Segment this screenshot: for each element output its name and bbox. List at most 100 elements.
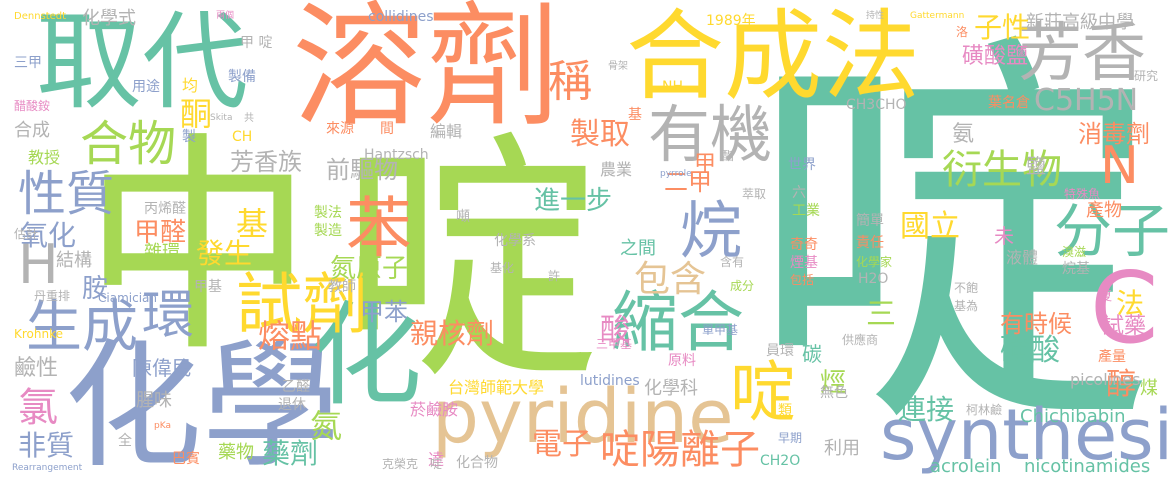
word-aromatic: 芳香 [1018,17,1146,91]
word-qiqi: 奇奇 [790,237,818,253]
word-molecule: 分子 [1054,197,1171,265]
word-synthesis-en: synthesis [880,394,1175,476]
word-three: 三 [866,297,896,332]
word-oxidation: 氧化 [20,219,77,252]
word-pyridine-tiny: 啶 [430,457,443,471]
word-fishy-smell: 腥味 [136,390,172,411]
word-nitrogen-atom: 氮原子 [330,254,409,284]
word-formaldehyde: 甲醛 [134,218,187,248]
word-nicotinamide: 菸鹼胺 [410,400,459,419]
word-connect: 連接 [898,393,955,426]
word-synthesize: 合成 [14,120,50,141]
word-substitution: 取代 [36,1,248,124]
word-product: 產物 [1086,200,1122,221]
word-manufacture: 製造 [314,223,342,239]
word-carbon: 碳 [802,342,822,366]
word-ammonia: 氨 [952,122,975,147]
word-xia: 夏 [1100,289,1113,303]
word-occur: 發生 [196,237,253,270]
word-reach: 達 [428,450,445,469]
word-c: C [1090,252,1159,366]
word-bromine: 溴滋 [1062,245,1087,259]
word-professor: 教授 [28,148,61,167]
word-alkylation: 基化 [490,261,515,275]
word-methyl-single: 甲 [694,152,717,177]
word-early: 早期 [778,431,803,445]
word-called: 稱 [548,56,592,107]
word-simple: 簡單 [856,213,884,229]
word-chlorine: 氯 [18,385,58,431]
word-pharmaceutical: 藥劑 [262,437,319,470]
word-jian: 間 [380,121,394,137]
word-supplier: 供應商 [842,333,879,347]
word-ye-mingcang: 葉名倉 [988,95,1030,111]
word-national: 國立 [900,209,960,244]
word-gattermann: Gattermann [910,11,965,21]
word-heterocycle: 雜環 [144,242,180,263]
word-pyridine-cn-small: 啶 [730,354,796,431]
word-krohnke-cn: 克榮克 [382,457,419,471]
word-not: 未 [994,224,1014,248]
word-type: 類 [778,403,792,419]
word-h2o: H2O [858,271,889,287]
word-prepare: 製備 [228,69,256,85]
word-pka: pKa [154,421,171,431]
word-zhong: 中 [82,113,315,383]
word-edit: 編輯 [430,122,463,141]
word-include-2: 包括 [790,273,815,287]
word-picolines: picolines [1070,370,1141,389]
word-toluene: 甲苯 [360,298,408,326]
word-trimethyl: 三甲 [14,55,42,71]
word-drug: 藥物 [218,442,254,463]
word-aromatic-group: 芳香族 [230,148,302,176]
word-extract: 製取 [570,117,630,152]
word-ch2o: CH2O [760,453,801,469]
word-monomethyl: 單甲基 [702,323,739,337]
word-organic: 有機 [648,98,773,171]
word-estimate: 估計 [14,227,39,241]
word-utilize: 利用 [824,438,860,459]
word-precursor: 前驅物 [326,156,398,184]
word-chem-dept: 化學科 [644,378,698,399]
word-nucleophile: 親核劑 [410,317,495,350]
word-teacher: 教師 [328,279,356,295]
word-prep-method: 製法 [314,205,342,221]
word-structure: 結構 [56,250,92,271]
word-unsaturated: 不飽 [954,281,979,295]
word-basicity: 鹼性 [14,356,59,381]
word-ingredient: 成分 [730,279,755,293]
word-nh: NH [662,79,683,95]
word-retire: 退休 [278,397,306,413]
word-responsibility: 責任 [856,235,884,251]
word-sulfonic-acid: 磺酸 [1000,333,1060,368]
word-chemistry: 化學 [64,326,341,482]
word-benzene: 苯 [346,190,412,267]
word-krohnke: Krohnke [14,327,63,341]
word-source: 來源 [326,121,354,137]
word-raw-material: 原料 [668,353,696,369]
word-property: 性質 [18,166,115,222]
word-babin: 巴賓 [172,451,200,467]
word-acid: 酸 [600,313,630,348]
word-compound: 合物 [80,116,177,172]
word-hantzsch: Hantzsch [364,147,429,163]
word-xinzhuang: 新莊高級中學 [1026,12,1134,33]
word-liquid: 液體 [1006,248,1039,267]
word-chen-weimin: 陳偉民 [132,356,192,380]
word-membered-ring: 員環 [766,343,794,359]
word-alkane: 烷 [680,194,743,267]
word-ton: 噸 [456,209,470,225]
word-pyridine-cn-large: 啶 [748,1,1158,479]
word-chichibabin: Chichibabin [1020,406,1126,427]
word-pyridine-en: pyridine [432,374,734,460]
word-test-drug: 試藥 [1102,314,1147,339]
word-n: N [1100,136,1139,196]
word-ji: 基 [236,205,269,243]
word-collidines: collidines [368,9,434,25]
word-ji-small: 基 [628,107,642,123]
word-yield: 產量 [1098,349,1126,365]
word-dimethyl: 二甲 [664,168,712,196]
word-research: 研究 [1134,69,1159,83]
word-chem-department: 化學系 [494,233,536,249]
